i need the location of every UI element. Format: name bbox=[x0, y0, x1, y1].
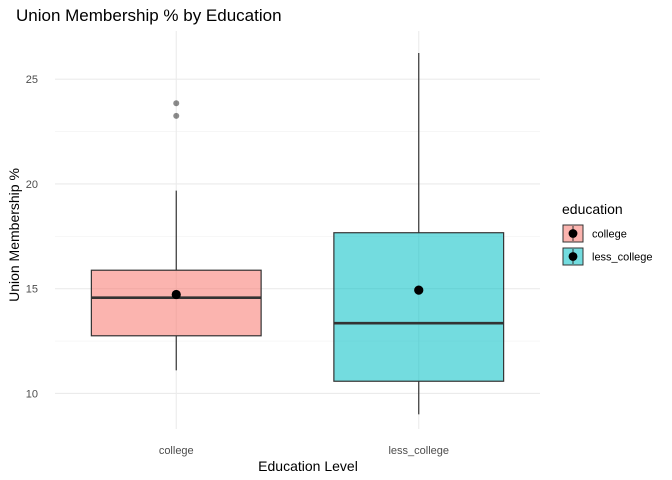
legend-item-less_college: less_college bbox=[562, 247, 653, 266]
legend-title: education bbox=[562, 201, 623, 217]
legend-key-point bbox=[568, 252, 578, 261]
y-tick-label: 20 bbox=[26, 179, 38, 191]
boxes bbox=[90, 52, 505, 415]
mean-point bbox=[171, 289, 181, 300]
legend-key-point bbox=[568, 229, 578, 238]
legend-label: less_college bbox=[592, 252, 653, 264]
y-tick-label: 15 bbox=[26, 284, 38, 296]
x-tick-label: less_college bbox=[388, 445, 449, 457]
x-tick-label: college bbox=[159, 445, 194, 457]
x-tick-labels: college less_college bbox=[159, 445, 449, 457]
y-tick-labels: 10 15 20 25 bbox=[26, 74, 38, 400]
mean-point bbox=[414, 285, 424, 295]
box-body bbox=[333, 232, 505, 382]
outlier-point bbox=[173, 100, 180, 107]
y-axis-title: Union Membership % bbox=[6, 168, 22, 302]
box-less_college bbox=[333, 52, 505, 415]
outlier-point bbox=[173, 112, 180, 119]
y-tick-label: 25 bbox=[26, 74, 38, 86]
box-college bbox=[90, 100, 262, 371]
chart-title: Union Membership % by Education bbox=[16, 6, 282, 25]
legend-item-college: college bbox=[562, 224, 627, 243]
legend: education college less_college bbox=[562, 201, 653, 266]
x-axis-title: Education Level bbox=[258, 458, 358, 474]
y-tick-label: 10 bbox=[26, 388, 38, 400]
box-body bbox=[90, 269, 262, 337]
legend-label: college bbox=[592, 229, 627, 241]
